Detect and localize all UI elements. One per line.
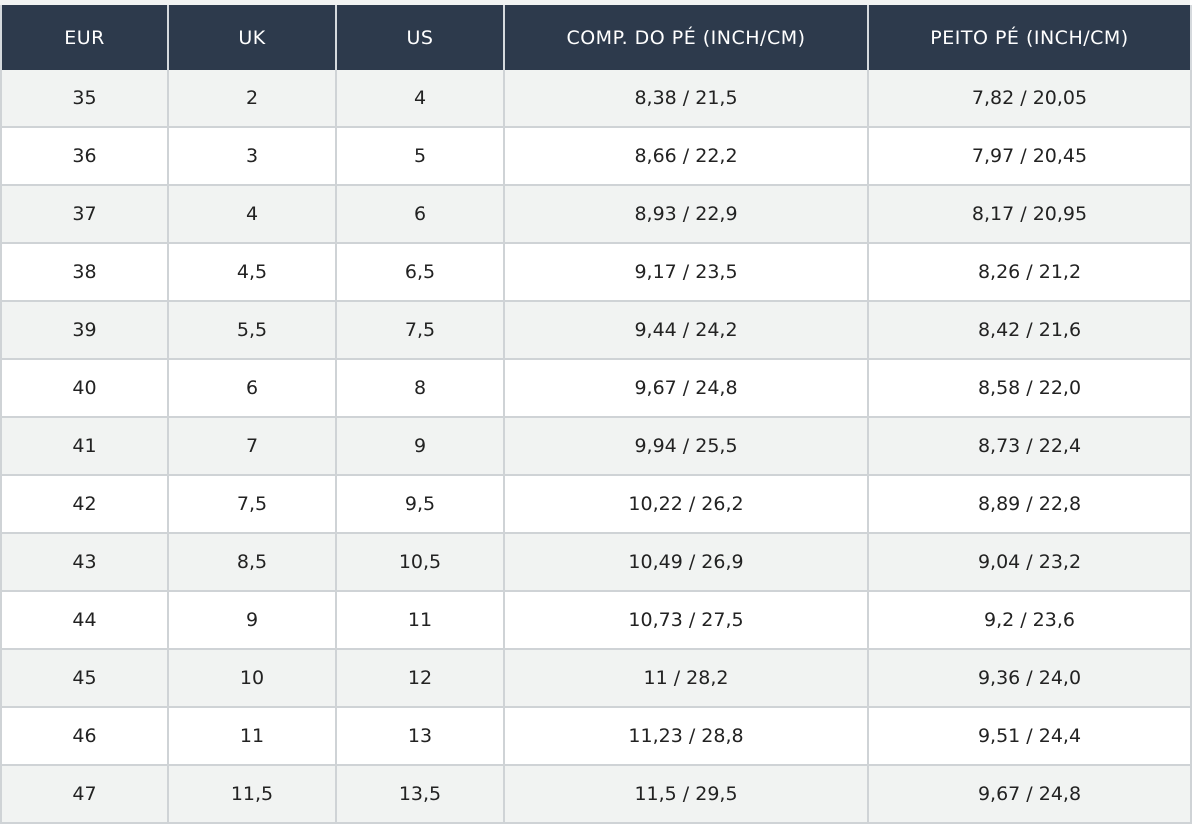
header-row: EUR UK US COMP. DO PÉ (INCH/CM) PEITO PÉ (IN… <box>0 5 1192 70</box>
table-body: 35 2 4 8,38 / 21,5 7,82 / 20,05 36 3 5 8,66 / 22… <box>0 70 1192 824</box>
table-cell: 46 <box>0 707 169 766</box>
table-cell: 9,17 / 23,5 <box>503 243 869 302</box>
table-cell: 11 <box>335 591 505 650</box>
table-cell: 41 <box>0 417 169 476</box>
table-cell: 10 <box>167 649 337 708</box>
table-cell: 11 / 28,2 <box>503 649 869 708</box>
table-cell: 9 <box>167 591 337 650</box>
table-row: 43 8,5 10,5 10,49 / 26,9 9,04 / 23,2 <box>0 533 1192 592</box>
header-cell: PEITO PÉ (INCH/CM) <box>867 5 1192 70</box>
table-cell: 4 <box>167 185 337 244</box>
table-cell: 13,5 <box>335 765 505 824</box>
table-cell: 2 <box>167 70 337 128</box>
table-row: 44 9 11 10,73 / 27,5 9,2 / 23,6 <box>0 591 1192 650</box>
table-cell: 39 <box>0 301 169 360</box>
table-cell: 43 <box>0 533 169 592</box>
table-cell: 8,42 / 21,6 <box>867 301 1192 360</box>
table-cell: 6 <box>167 359 337 418</box>
table-row: 38 4,5 6,5 9,17 / 23,5 8,26 / 21,2 <box>0 243 1192 302</box>
table-cell: 8,89 / 22,8 <box>867 475 1192 534</box>
table-cell: 10,5 <box>335 533 505 592</box>
table-cell: 3 <box>167 127 337 186</box>
table-cell: 9,5 <box>335 475 505 534</box>
table-cell: 7,5 <box>167 475 337 534</box>
table-cell: 9,67 / 24,8 <box>503 359 869 418</box>
table-cell: 8 <box>335 359 505 418</box>
table-cell: 47 <box>0 765 169 824</box>
table-cell: 9,36 / 24,0 <box>867 649 1192 708</box>
table-cell: 36 <box>0 127 169 186</box>
table-row: 47 11,5 13,5 11,5 / 29,5 9,67 / 24,8 <box>0 765 1192 824</box>
table-row: 36 3 5 8,66 / 22,2 7,97 / 20,45 <box>0 127 1192 186</box>
table-cell: 37 <box>0 185 169 244</box>
table-cell: 8,38 / 21,5 <box>503 70 869 128</box>
table-cell: 4,5 <box>167 243 337 302</box>
table-cell: 35 <box>0 70 169 128</box>
table-cell: 8,26 / 21,2 <box>867 243 1192 302</box>
top-strip <box>0 0 1190 5</box>
header-cell: COMP. DO PÉ (INCH/CM) <box>503 5 869 70</box>
table-cell: 4 <box>335 70 505 128</box>
table-cell: 6,5 <box>335 243 505 302</box>
table-cell: 8,17 / 20,95 <box>867 185 1192 244</box>
table-cell: 10,22 / 26,2 <box>503 475 869 534</box>
table-cell: 9,67 / 24,8 <box>867 765 1192 824</box>
table-cell: 7,82 / 20,05 <box>867 70 1192 128</box>
table-cell: 45 <box>0 649 169 708</box>
table-cell: 7 <box>167 417 337 476</box>
table-cell: 8,58 / 22,0 <box>867 359 1192 418</box>
table-cell: 9,51 / 24,4 <box>867 707 1192 766</box>
header-cell: UK <box>167 5 337 70</box>
table-row: 40 6 8 9,67 / 24,8 8,58 / 22,0 <box>0 359 1192 418</box>
table-cell: 11,5 / 29,5 <box>503 765 869 824</box>
table-cell: 5 <box>335 127 505 186</box>
size-table: EUR UK US COMP. DO PÉ (INCH/CM) PEITO PÉ (IN… <box>0 5 1192 824</box>
table-cell: 8,66 / 22,2 <box>503 127 869 186</box>
table-row: 39 5,5 7,5 9,44 / 24,2 8,42 / 21,6 <box>0 301 1192 360</box>
table-cell: 7,5 <box>335 301 505 360</box>
table-cell: 44 <box>0 591 169 650</box>
header-cell: EUR <box>0 5 169 70</box>
table-cell: 12 <box>335 649 505 708</box>
table-cell: 38 <box>0 243 169 302</box>
table-cell: 9,94 / 25,5 <box>503 417 869 476</box>
table-cell: 9,44 / 24,2 <box>503 301 869 360</box>
table-cell: 7,97 / 20,45 <box>867 127 1192 186</box>
table-cell: 8,5 <box>167 533 337 592</box>
table-row: 42 7,5 9,5 10,22 / 26,2 8,89 / 22,8 <box>0 475 1192 534</box>
table-cell: 10,49 / 26,9 <box>503 533 869 592</box>
header-cell: US <box>335 5 505 70</box>
table-cell: 8,93 / 22,9 <box>503 185 869 244</box>
table-cell: 10,73 / 27,5 <box>503 591 869 650</box>
table-cell: 9,2 / 23,6 <box>867 591 1192 650</box>
table-cell: 8,73 / 22,4 <box>867 417 1192 476</box>
table-cell: 11,23 / 28,8 <box>503 707 869 766</box>
table-row: 41 7 9 9,94 / 25,5 8,73 / 22,4 <box>0 417 1192 476</box>
table-cell: 13 <box>335 707 505 766</box>
table-row: 35 2 4 8,38 / 21,5 7,82 / 20,05 <box>0 70 1192 128</box>
table-cell: 40 <box>0 359 169 418</box>
table-cell: 11,5 <box>167 765 337 824</box>
table-row: 46 11 13 11,23 / 28,8 9,51 / 24,4 <box>0 707 1192 766</box>
table-cell: 11 <box>167 707 337 766</box>
table-cell: 9,04 / 23,2 <box>867 533 1192 592</box>
table-row: 37 4 6 8,93 / 22,9 8,17 / 20,95 <box>0 185 1192 244</box>
table-cell: 9 <box>335 417 505 476</box>
table-row: 45 10 12 11 / 28,2 9,36 / 24,0 <box>0 649 1192 708</box>
table-cell: 6 <box>335 185 505 244</box>
table-cell: 5,5 <box>167 301 337 360</box>
table-cell: 42 <box>0 475 169 534</box>
